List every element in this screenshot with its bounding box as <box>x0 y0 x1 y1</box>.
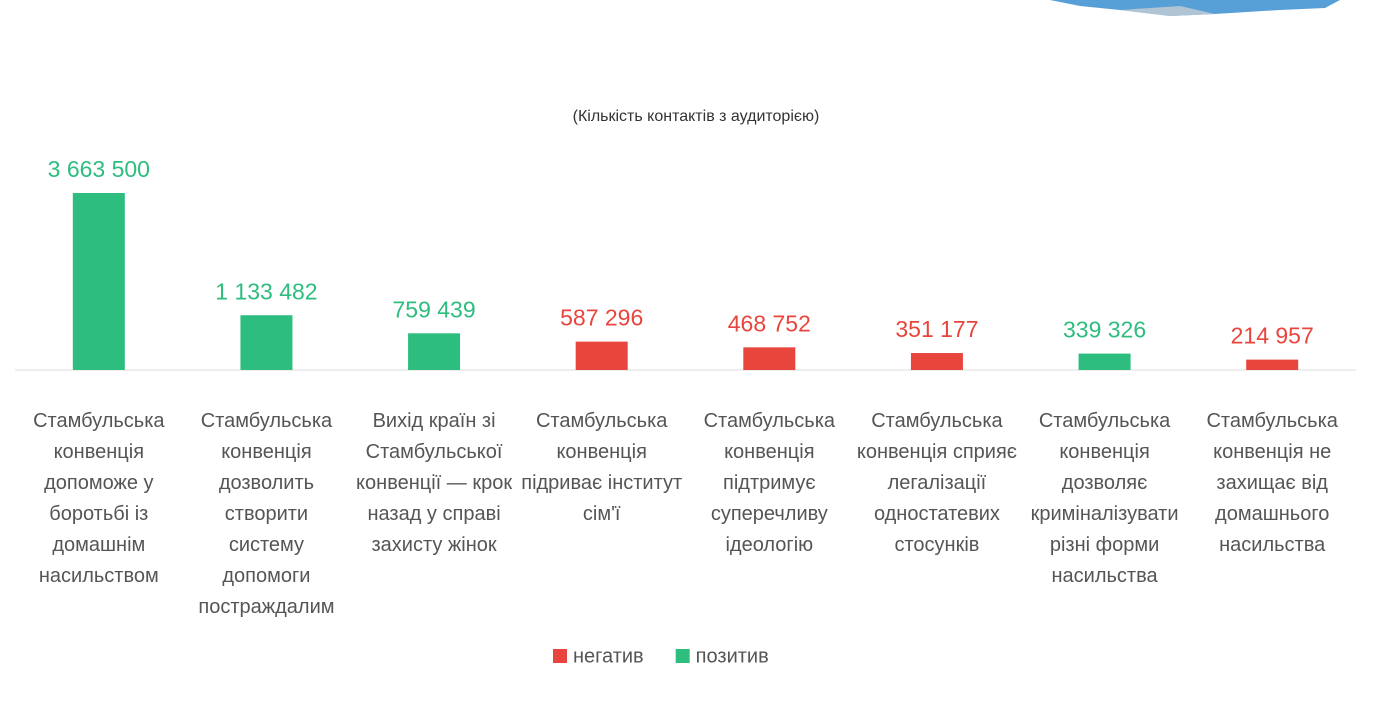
x-tick-label: Стамбульська конвенція підтримує супереч… <box>703 410 836 556</box>
x-tick-label: Стамбульська конвенція дозволяє кримінал… <box>1030 410 1179 587</box>
value-label: 351 177 <box>895 316 978 342</box>
x-tick-label: Вихід країн зі Стамбульської конвенції —… <box>356 410 513 556</box>
legend-swatch <box>553 649 567 663</box>
value-label: 587 296 <box>560 305 643 331</box>
bar <box>408 333 461 370</box>
bar <box>575 341 628 370</box>
x-tick-label: Стамбульська конвенція допоможе у бороть… <box>33 410 165 587</box>
value-label: 1 133 482 <box>215 278 317 304</box>
bar <box>240 315 293 370</box>
x-tick-label: Стамбульська конвенція дозволить створит… <box>198 410 335 618</box>
value-label: 3 663 500 <box>48 156 150 182</box>
x-tick-label: Стамбульська конвенція сприяє легалізаці… <box>856 410 1018 556</box>
chart-subtitle: (Кількість контактів з аудиторією) <box>573 108 820 125</box>
x-tick-label: Стамбульська конвенція підриває інститут… <box>521 410 683 525</box>
value-label: 468 752 <box>728 310 811 336</box>
decoration <box>1050 0 1340 16</box>
value-label: 214 957 <box>1231 323 1314 349</box>
bar <box>743 347 796 370</box>
bar <box>910 353 963 370</box>
bar <box>1246 359 1299 370</box>
decoration <box>1120 6 1215 16</box>
value-label: 339 326 <box>1063 317 1146 343</box>
legend-swatch <box>675 649 690 663</box>
x-tick-label: Стамбульська конвенція не захищає від до… <box>1206 410 1338 556</box>
legend-label: негатив <box>573 645 644 667</box>
bar <box>1078 353 1131 370</box>
legend-label: позитив <box>696 645 769 667</box>
bar <box>72 193 125 370</box>
value-label: 759 439 <box>392 296 475 322</box>
